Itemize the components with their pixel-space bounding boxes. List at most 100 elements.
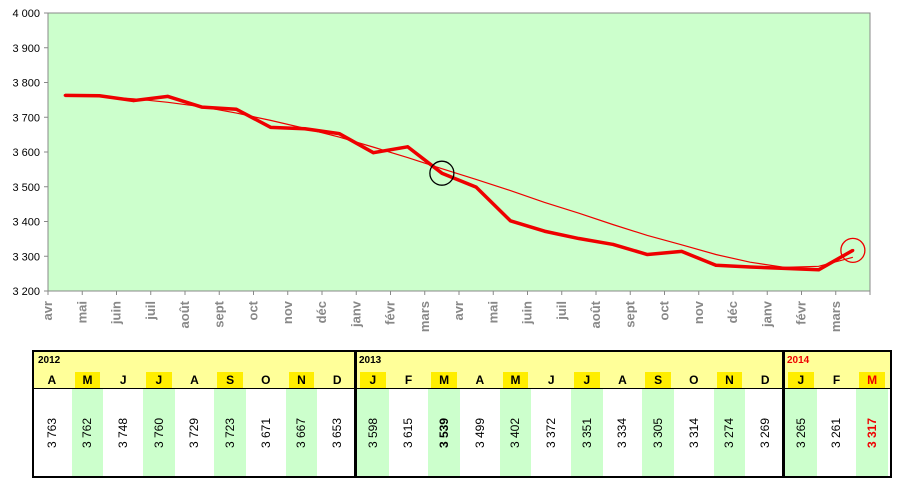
value-text: 3 314 xyxy=(686,417,701,448)
x-tick-label: juil xyxy=(554,301,569,321)
data-point xyxy=(63,93,67,97)
data-point xyxy=(440,171,444,175)
data-point xyxy=(474,185,478,189)
highlight-circle xyxy=(429,160,455,186)
month-label: N xyxy=(288,372,315,388)
y-tick-label: 3 200 xyxy=(12,286,40,298)
value-cell: 3 274 xyxy=(713,389,746,476)
data-point xyxy=(645,253,649,257)
value-cell: 3 314 xyxy=(678,389,710,476)
year-separator xyxy=(781,352,785,476)
value-cell: 3 760 xyxy=(143,389,175,476)
value-cell: 3 615 xyxy=(393,389,425,476)
value-text: 3 763 xyxy=(44,417,59,448)
month-label: A xyxy=(475,373,485,387)
data-point xyxy=(166,94,170,98)
x-tick-label: nov xyxy=(691,300,706,324)
month-label: O xyxy=(261,373,271,387)
x-tick-label: mars xyxy=(417,301,432,332)
x-tick-label: mai xyxy=(485,301,500,323)
y-tick-label: 3 900 xyxy=(12,43,40,55)
value-text: 3 667 xyxy=(294,417,309,448)
value-cell: 3 305 xyxy=(642,389,674,476)
data-point xyxy=(303,127,307,131)
month-label: N xyxy=(716,372,743,388)
data-point xyxy=(234,107,238,111)
data-point xyxy=(782,266,786,270)
value-text: 3 261 xyxy=(829,417,844,448)
value-text: 3 305 xyxy=(651,417,666,448)
data-point xyxy=(851,248,855,252)
value-row: 3 763 3 762 3 748 3 760 3 729 3 723 3 671 3 667… xyxy=(34,389,890,476)
data-point xyxy=(337,132,341,136)
value-text: 3 615 xyxy=(401,417,416,448)
x-tick-label: juil xyxy=(143,301,158,321)
value-text: 3 274 xyxy=(722,417,737,448)
y-tick-label: 3 500 xyxy=(12,182,40,194)
data-point xyxy=(748,265,752,269)
data-point xyxy=(714,263,718,267)
x-tick-label: avr xyxy=(451,301,466,321)
value-text: 3 760 xyxy=(151,417,166,448)
x-tick-label: mars xyxy=(828,301,843,332)
value-text: 3 402 xyxy=(508,417,523,448)
data-point xyxy=(406,145,410,149)
data-point xyxy=(200,105,204,109)
y-tick-label: 3 700 xyxy=(12,112,40,124)
x-tick-label: déc xyxy=(314,301,329,323)
month-label: S xyxy=(645,372,671,388)
value-text: 3 653 xyxy=(330,417,345,448)
value-text: 3 269 xyxy=(758,417,773,448)
month-label: J xyxy=(547,373,555,387)
month-label: J xyxy=(360,372,386,388)
month-label: J xyxy=(788,372,814,388)
month-label: S xyxy=(217,372,243,388)
x-tick-label: nov xyxy=(280,300,295,324)
plot-area xyxy=(47,12,871,292)
data-point xyxy=(508,219,512,223)
value-cell: 3 261 xyxy=(821,389,853,476)
value-cell: 3 402 xyxy=(499,389,532,476)
value-text: 3 748 xyxy=(116,417,131,448)
value-text: 3 351 xyxy=(579,417,594,448)
value-text: 3 729 xyxy=(187,417,202,448)
x-tick-label: oct xyxy=(657,300,672,320)
x-tick-label: févr xyxy=(794,301,809,325)
month-label: J xyxy=(574,372,600,388)
month-label: A xyxy=(47,373,57,387)
value-text: 3 334 xyxy=(615,417,630,448)
value-text: 3 499 xyxy=(472,417,487,448)
data-point xyxy=(543,229,547,233)
data-point xyxy=(371,151,375,155)
month-label: F xyxy=(404,373,413,387)
series-line xyxy=(65,93,854,272)
value-cell: 3 499 xyxy=(464,389,496,476)
data-point xyxy=(611,242,615,246)
month-label: A xyxy=(190,373,199,387)
month-label: M xyxy=(431,372,457,388)
month-label: J xyxy=(146,372,172,388)
month-label: A xyxy=(618,373,627,387)
month-label: O xyxy=(689,373,699,387)
data-point xyxy=(132,99,136,103)
x-tick-label: sept xyxy=(211,300,226,327)
value-cell: 3 653 xyxy=(321,389,353,476)
value-text: 3 372 xyxy=(544,417,559,448)
value-cell: 3 667 xyxy=(285,389,318,476)
x-tick-label: janv xyxy=(348,300,363,328)
month-label: M xyxy=(74,372,101,388)
y-tick-label: 3 600 xyxy=(12,147,40,159)
data-point xyxy=(269,125,273,129)
x-tick-label: juin xyxy=(520,301,535,325)
value-cell: 3 269 xyxy=(749,389,781,476)
value-cell: 3 748 xyxy=(107,389,139,476)
value-cell: 3 762 xyxy=(71,389,104,476)
value-text: 3 598 xyxy=(365,417,380,448)
x-tick-label: août xyxy=(588,300,603,328)
data-point xyxy=(577,237,581,241)
month-label: M xyxy=(502,372,529,388)
month-label: D xyxy=(760,373,770,387)
value-cell: 3 351 xyxy=(571,389,603,476)
line-chart: 3 200 3 300 3 400 3 500 3 600 3 700 3 800 3 900… xyxy=(12,8,871,332)
